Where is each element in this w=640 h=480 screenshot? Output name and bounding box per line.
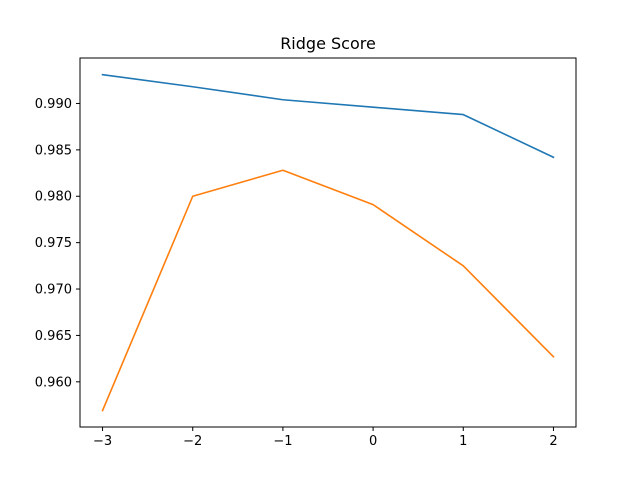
chart-title: Ridge Score <box>280 34 376 53</box>
x-axis: −3 −2 −1 0 1 2 <box>93 427 558 449</box>
series-layer <box>101 73 555 412</box>
y-tick-label: 0.960 <box>35 375 72 390</box>
y-tick-label: 0.965 <box>35 329 72 344</box>
y-tick-label: 0.985 <box>35 143 72 158</box>
y-tick-label: 0.980 <box>35 190 72 205</box>
x-tick-label: 0 <box>369 434 377 449</box>
x-tick-label: −2 <box>183 434 202 449</box>
y-tick-label: 0.975 <box>35 236 72 251</box>
x-tick-label: −1 <box>273 434 292 449</box>
x-tick-label: 1 <box>459 434 467 449</box>
y-tick-label: 0.970 <box>35 283 72 298</box>
y-tick-label: 0.990 <box>35 97 72 112</box>
series-1-line <box>101 73 555 159</box>
y-axis: 0.960 0.965 0.970 0.975 0.980 0.985 0.990 <box>35 97 80 390</box>
series-2-line <box>101 169 555 412</box>
x-tick-label: −3 <box>93 434 112 449</box>
x-tick-label: 2 <box>549 434 557 449</box>
